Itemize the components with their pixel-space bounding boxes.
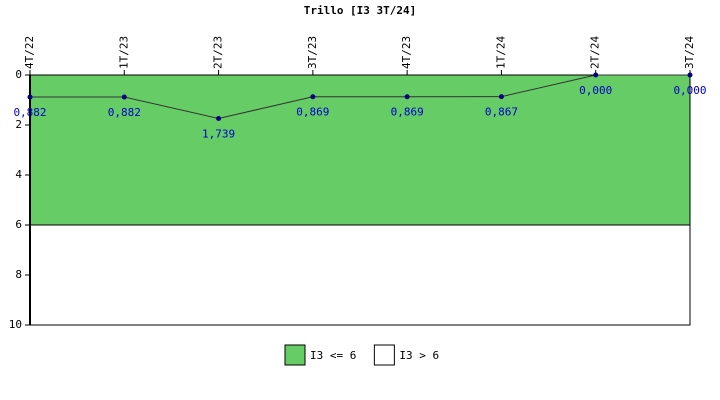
marker xyxy=(121,94,127,100)
line xyxy=(30,74,690,119)
value-label: 0,869 xyxy=(391,106,424,119)
chart-title: Trillo [I3 3T/24] xyxy=(304,4,417,17)
value-label: 0,882 xyxy=(108,106,141,119)
y-tick-label: 0 xyxy=(15,68,22,81)
marker xyxy=(27,94,33,100)
legend-label: I3 <= 6 xyxy=(310,349,356,362)
y-tick-label: 6 xyxy=(15,218,22,231)
legend-swatch xyxy=(284,344,306,366)
x-tick-label: 2T/24 xyxy=(589,36,602,69)
value-label: 0,869 xyxy=(296,106,329,119)
x-tick-label: 2T/23 xyxy=(212,36,225,69)
x-tick-label: 3T/24 xyxy=(683,36,696,69)
marker xyxy=(404,94,410,100)
band xyxy=(29,74,691,226)
band xyxy=(29,224,691,326)
marker xyxy=(593,72,599,78)
marker xyxy=(310,94,316,100)
marker xyxy=(216,115,222,121)
y-tick-label: 2 xyxy=(15,118,22,131)
value-label: 0,000 xyxy=(579,84,612,97)
y-tick-label: 8 xyxy=(15,268,22,281)
value-label: 0,867 xyxy=(485,106,518,119)
y-tick-label: 10 xyxy=(9,318,22,331)
x-tick-label: 4T/22 xyxy=(23,36,36,69)
value-label: 0,882 xyxy=(13,106,46,119)
legend-label: I3 > 6 xyxy=(399,349,439,362)
x-tick-label: 1T/23 xyxy=(117,36,130,69)
legend-swatch xyxy=(373,344,395,366)
x-tick-label: 1T/24 xyxy=(494,36,507,69)
value-label: 0,000 xyxy=(673,84,706,97)
y-tick-label: 4 xyxy=(15,168,22,181)
x-tick-label: 3T/23 xyxy=(306,36,319,69)
x-tick-label: 4T/23 xyxy=(400,36,413,69)
marker xyxy=(498,94,504,100)
marker xyxy=(687,72,693,78)
value-label: 1,739 xyxy=(202,127,235,140)
